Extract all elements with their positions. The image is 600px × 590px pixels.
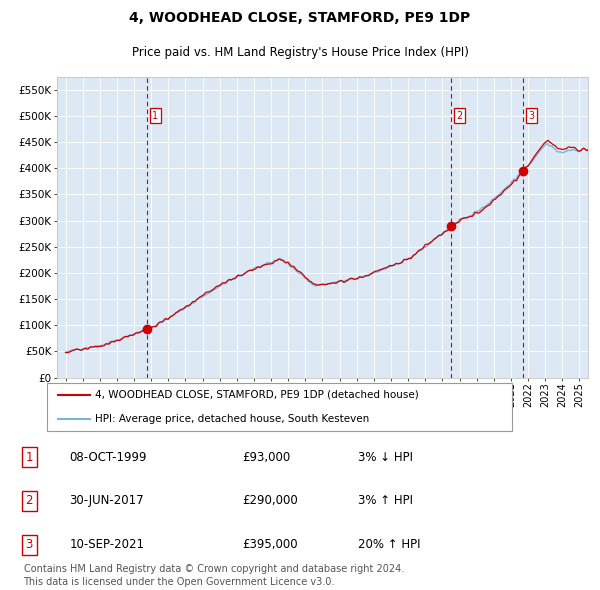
Text: 3: 3 — [528, 111, 534, 121]
Text: 20% ↑ HPI: 20% ↑ HPI — [358, 538, 420, 551]
Text: £290,000: £290,000 — [242, 494, 298, 507]
FancyBboxPatch shape — [47, 384, 512, 431]
Text: 4, WOODHEAD CLOSE, STAMFORD, PE9 1DP: 4, WOODHEAD CLOSE, STAMFORD, PE9 1DP — [130, 11, 470, 25]
Text: 30-JUN-2017: 30-JUN-2017 — [70, 494, 144, 507]
Text: 10-SEP-2021: 10-SEP-2021 — [70, 538, 145, 551]
Text: 3% ↓ HPI: 3% ↓ HPI — [358, 451, 413, 464]
Text: 2: 2 — [456, 111, 462, 121]
Text: 1: 1 — [26, 451, 33, 464]
Text: HPI: Average price, detached house, South Kesteven: HPI: Average price, detached house, Sout… — [95, 414, 369, 424]
Text: Contains HM Land Registry data © Crown copyright and database right 2024.
This d: Contains HM Land Registry data © Crown c… — [23, 563, 404, 587]
Text: 2: 2 — [26, 494, 33, 507]
Text: 1: 1 — [152, 111, 158, 121]
Text: Price paid vs. HM Land Registry's House Price Index (HPI): Price paid vs. HM Land Registry's House … — [131, 46, 469, 59]
Text: 3% ↑ HPI: 3% ↑ HPI — [358, 494, 413, 507]
Text: 08-OCT-1999: 08-OCT-1999 — [70, 451, 147, 464]
Text: £395,000: £395,000 — [242, 538, 298, 551]
Text: 3: 3 — [26, 538, 33, 551]
Text: £93,000: £93,000 — [242, 451, 290, 464]
Text: 4, WOODHEAD CLOSE, STAMFORD, PE9 1DP (detached house): 4, WOODHEAD CLOSE, STAMFORD, PE9 1DP (de… — [95, 390, 419, 400]
